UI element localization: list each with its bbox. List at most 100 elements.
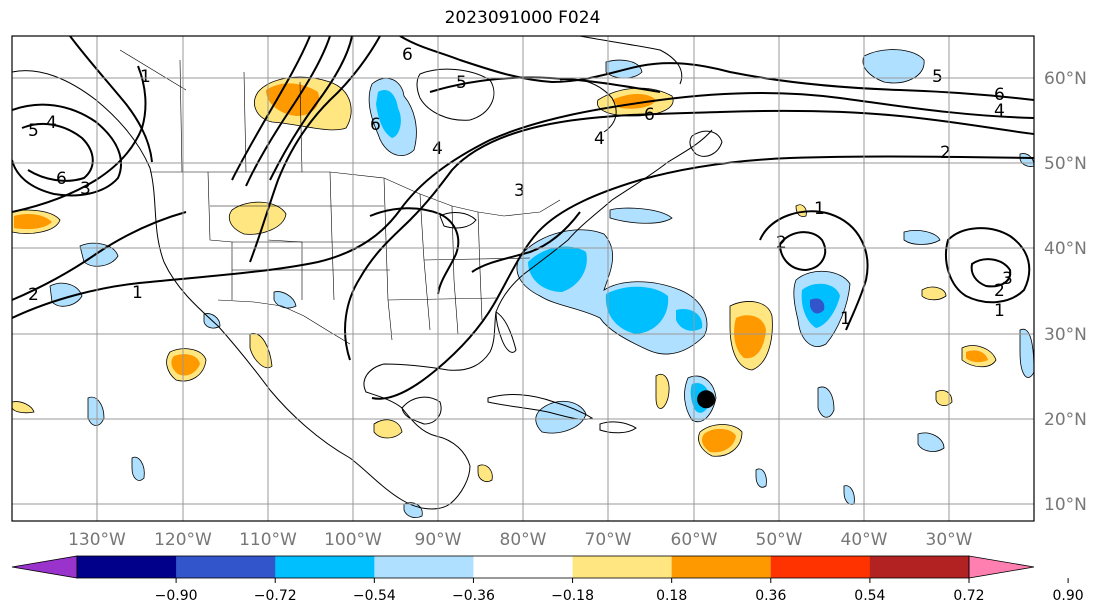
gridlines — [12, 36, 1034, 521]
warm-region — [249, 333, 273, 369]
florida-coast — [495, 311, 517, 353]
warm-core — [734, 315, 766, 359]
contour-label: 6 — [402, 45, 413, 65]
colorbar-segment — [473, 556, 574, 578]
contour-line — [12, 91, 1034, 319]
contour-label-group: 1 1 1 1 1 2 2 2 2 3 3 3 4 4 4 4 5 5 5 6 … — [28, 45, 1013, 329]
contour-line — [12, 103, 122, 197]
newfoundland-coast — [689, 130, 723, 157]
cool-region — [755, 468, 767, 488]
state-line — [451, 205, 459, 335]
lon-label: 130°W — [68, 530, 126, 550]
contour-label: 5 — [932, 67, 943, 87]
state-line — [207, 171, 233, 300]
contour-line — [970, 258, 1012, 288]
contour-line — [21, 122, 94, 182]
colorbar-segment — [275, 556, 375, 578]
contour-label: 1 — [814, 199, 825, 219]
state-line — [477, 211, 483, 321]
lat-label: 10°N — [1044, 495, 1087, 515]
lat-label: 40°N — [1044, 239, 1087, 259]
lon-label: 80°W — [500, 530, 547, 550]
cool-region — [79, 242, 119, 267]
contour-line — [471, 211, 581, 273]
warm-region — [921, 286, 947, 301]
contour-label: 3 — [1002, 269, 1013, 289]
state-line — [423, 257, 531, 261]
cool-core — [676, 308, 703, 331]
colorbar-frame — [76, 555, 970, 579]
contour-label: 4 — [594, 129, 605, 149]
cool-region — [817, 386, 835, 418]
cool-core — [376, 89, 401, 138]
colorbar-extend-low — [11, 555, 78, 579]
contour-label: 1 — [132, 283, 143, 303]
contour-line — [371, 155, 1034, 400]
greenland-coast — [579, 36, 683, 85]
cuba-coast — [487, 394, 594, 420]
colorbar: −0.90 −0.72 −0.54 −0.36 −0.18 0.18 0.36 0.54 0.7… — [11, 555, 1084, 604]
map-frame — [11, 35, 1035, 522]
contour-label: 2 — [776, 233, 787, 253]
colorbar-segment — [671, 556, 772, 578]
colorbar-tick-label: 0.18 — [656, 588, 687, 604]
lat-label: 50°N — [1044, 154, 1087, 174]
cool-core — [528, 246, 587, 292]
contour-line — [12, 211, 187, 301]
contour-line — [269, 36, 353, 181]
lon-label: 70°W — [585, 530, 632, 550]
cool-region — [87, 396, 105, 426]
contour-label: 2 — [28, 285, 39, 305]
storm-position-marker — [697, 390, 716, 409]
contour-label: 5 — [456, 73, 467, 93]
colorbar-tick-label: 0.54 — [854, 588, 885, 604]
warm-core — [14, 214, 52, 230]
contour-line — [945, 227, 1031, 304]
warm-core — [702, 428, 736, 453]
lon-label: 60°W — [671, 530, 718, 550]
contour-label: 4 — [432, 139, 443, 159]
warm-core — [966, 350, 988, 363]
contour-label: 3 — [514, 181, 525, 201]
contour-label: 3 — [80, 179, 91, 199]
cool-region — [862, 49, 925, 84]
contour-line — [778, 231, 827, 272]
contour-line — [369, 207, 460, 295]
colorbar-tick-label: 0.72 — [953, 588, 984, 604]
warm-region — [935, 390, 953, 406]
contour-line — [231, 36, 311, 181]
lat-label: 30°N — [1044, 325, 1087, 345]
lon-label: 40°W — [841, 530, 888, 550]
contour-lines — [12, 36, 1034, 400]
negative-anomaly-regions — [49, 49, 1034, 518]
contour-label: 2 — [940, 143, 951, 163]
cool-core — [605, 286, 669, 334]
latitude-labels: 60°N 50°N 40°N 30°N 20°N 10°N — [1044, 69, 1087, 515]
contour-label: 1 — [994, 301, 1005, 321]
contour-label: 5 — [28, 121, 39, 141]
contour-line — [249, 36, 381, 263]
contour-label: 6 — [994, 85, 1005, 105]
contour-label: 1 — [840, 309, 851, 329]
cool-region — [917, 432, 945, 452]
contour-line — [12, 65, 147, 213]
map-title: 2023091000 F024 — [444, 8, 601, 28]
longitude-labels: 130°W 120°W 110°W 100°W 90°W 80°W 70°W 6… — [68, 530, 973, 550]
colorbar-segment — [770, 556, 871, 578]
cool-region — [903, 230, 941, 245]
contour-label: 6 — [56, 169, 67, 189]
contour-line — [399, 36, 1034, 101]
warm-region — [373, 419, 403, 439]
lat-label: 20°N — [1044, 410, 1087, 430]
contour-line — [69, 36, 153, 163]
lon-label: 30°W — [926, 530, 973, 550]
colorbar-extend-high — [968, 555, 1035, 579]
lon-label: 90°W — [415, 530, 462, 550]
lon-label: 120°W — [154, 530, 212, 550]
warm-region — [477, 464, 493, 482]
cool-region — [609, 207, 673, 224]
lon-label: 100°W — [324, 530, 382, 550]
colorbar-tick-label: −0.72 — [254, 588, 297, 604]
state-line — [329, 171, 335, 301]
